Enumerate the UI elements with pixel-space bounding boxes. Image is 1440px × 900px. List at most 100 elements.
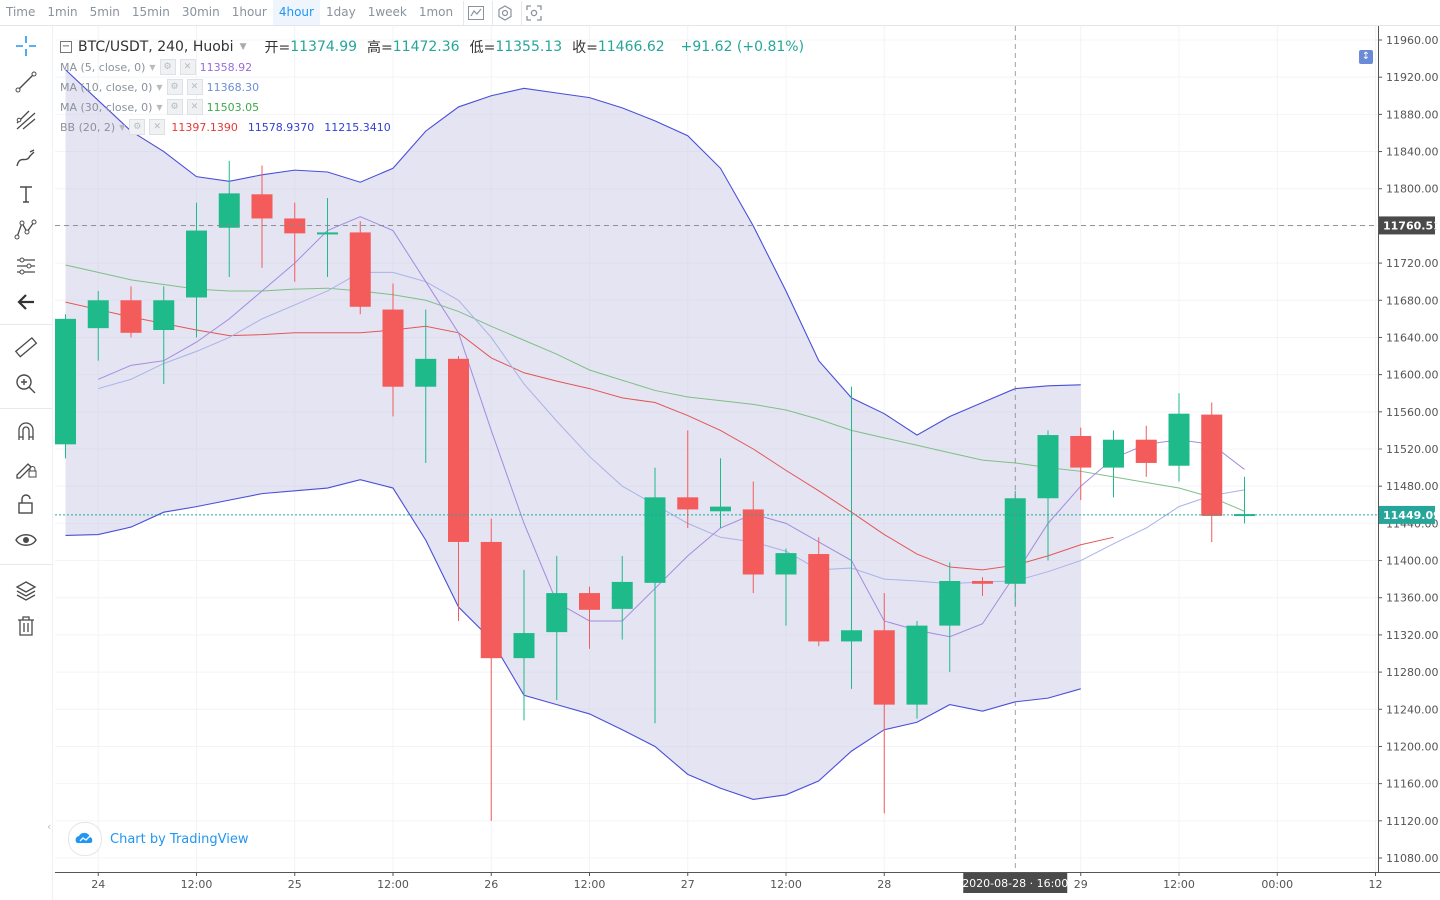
timeframe-1day[interactable]: 1day bbox=[325, 5, 356, 19]
price-tick-label: 11600.00 bbox=[1386, 369, 1439, 382]
candle-body bbox=[775, 553, 797, 575]
price-tick-label: 11240.00 bbox=[1386, 703, 1439, 716]
bb-legend[interactable]: BB (20, 2) ▼ ⚙ ✕ 11397.1390 11578.9370 1… bbox=[60, 119, 391, 135]
price-tick-label: 11640.00 bbox=[1386, 331, 1439, 344]
timeframe-30min[interactable]: 30min bbox=[181, 5, 220, 19]
lock-drawing-icon[interactable] bbox=[12, 454, 40, 482]
price-tick-label: 11120.00 bbox=[1386, 815, 1439, 828]
open-value: 11374.99 bbox=[290, 39, 358, 55]
symbol-header: − BTC/USDT, 240, Huobi ▼ 开= 11374.99 高= 11… bbox=[60, 37, 804, 57]
candle-body bbox=[186, 230, 207, 298]
settings-gear-icon[interactable]: ⚙ bbox=[166, 79, 183, 95]
price-tick-label: 11880.00 bbox=[1386, 108, 1439, 121]
prediction-tool-icon[interactable] bbox=[12, 252, 40, 280]
price-scale-toggle[interactable]: ↕ bbox=[1359, 50, 1373, 64]
candle-body bbox=[841, 630, 862, 642]
candle-body bbox=[415, 358, 437, 387]
candle-body bbox=[611, 581, 633, 609]
chevron-down-icon[interactable]: ▼ bbox=[149, 62, 156, 72]
time-tick-label: 12:00 bbox=[181, 878, 213, 891]
timeframe-1hour[interactable]: 1hour bbox=[231, 5, 267, 19]
close-icon[interactable]: ✕ bbox=[186, 79, 203, 95]
unlock-icon[interactable] bbox=[12, 490, 40, 518]
scroll-left-arrow[interactable]: ‹ bbox=[47, 820, 52, 833]
candle-body bbox=[1037, 435, 1059, 499]
candle-body bbox=[480, 541, 502, 659]
timeframe-4hour[interactable]: 4hour bbox=[272, 0, 320, 25]
time-tick-label: 12:00 bbox=[377, 878, 409, 891]
ruler-icon[interactable] bbox=[12, 334, 40, 362]
ma5-label: MA (5, close, 0) bbox=[60, 60, 146, 74]
time-tick-label: 29 bbox=[1074, 878, 1088, 891]
settings-gear-icon[interactable] bbox=[492, 0, 517, 25]
brush-icon[interactable] bbox=[12, 144, 40, 172]
bb-upper-value: 11578.9370 bbox=[247, 120, 315, 134]
timeframe-1min[interactable]: 1min bbox=[47, 5, 78, 19]
timeframe-1week[interactable]: 1week bbox=[367, 5, 407, 19]
open-label: 开= bbox=[264, 40, 291, 56]
chevron-down-icon[interactable]: ▼ bbox=[239, 42, 247, 52]
time-label: Time bbox=[6, 5, 36, 19]
price-tick-label: 11680.00 bbox=[1386, 294, 1439, 307]
crosshair-price-label: 11760.51 bbox=[1383, 219, 1440, 232]
settings-gear-icon[interactable]: ⚙ bbox=[159, 59, 176, 75]
crosshair-price-box bbox=[1379, 216, 1435, 235]
ma5-line bbox=[98, 216, 1245, 638]
last-price-box bbox=[1379, 505, 1435, 524]
crosshair-icon[interactable] bbox=[12, 32, 40, 60]
close-icon[interactable]: ✕ bbox=[186, 99, 203, 115]
trend-line-icon[interactable] bbox=[12, 68, 40, 96]
layers-icon[interactable] bbox=[12, 576, 40, 604]
settings-gear-icon[interactable]: ⚙ bbox=[166, 99, 183, 115]
candle-body bbox=[349, 232, 371, 307]
crosshair-time-box bbox=[963, 873, 1068, 893]
candle-body bbox=[448, 358, 469, 542]
ma10-label: MA (10, close, 0) bbox=[60, 80, 153, 94]
trash-icon[interactable] bbox=[12, 612, 40, 640]
magnet-icon[interactable] bbox=[12, 418, 40, 446]
chevron-down-icon[interactable]: ▼ bbox=[156, 102, 163, 112]
tradingview-branding[interactable]: Chart by TradingView bbox=[68, 822, 248, 856]
price-tick-label: 11840.00 bbox=[1386, 146, 1439, 159]
pitchfork-icon[interactable] bbox=[12, 106, 40, 134]
back-arrow-icon[interactable] bbox=[12, 288, 40, 316]
ma30-legend[interactable]: MA (30, close, 0) ▼ ⚙ ✕ 11503.05 bbox=[60, 99, 259, 115]
candle-body bbox=[55, 318, 76, 445]
timeframe-toolbar: Time 1min 5min 15min 30min 1hour 4hour 1day 1wee… bbox=[0, 0, 1440, 26]
crosshair-time-label: 2020-08-28 · 16:00 bbox=[962, 877, 1068, 890]
candle-body bbox=[153, 300, 175, 331]
timeframe-1mon[interactable]: 1mon bbox=[418, 5, 454, 19]
settings-gear-icon[interactable]: ⚙ bbox=[129, 119, 146, 135]
chevron-down-icon[interactable]: ▼ bbox=[119, 122, 126, 132]
pattern-icon[interactable] bbox=[12, 216, 40, 244]
collapse-icon[interactable]: − bbox=[60, 41, 72, 53]
time-tick-label: 26 bbox=[484, 878, 498, 891]
ma30-value: 11503.05 bbox=[206, 100, 260, 114]
time-tick-label: 12:00 bbox=[770, 878, 802, 891]
zoom-in-icon[interactable] bbox=[12, 370, 40, 398]
change-value: +91.62 (+0.81%) bbox=[680, 39, 805, 55]
close-icon[interactable]: ✕ bbox=[179, 59, 196, 75]
chevron-down-icon[interactable]: ▼ bbox=[156, 82, 163, 92]
bb-mid-value: 11397.1390 bbox=[171, 120, 238, 134]
price-tick-label: 11280.00 bbox=[1386, 666, 1439, 679]
chart-type-icon[interactable] bbox=[463, 0, 488, 25]
close-icon[interactable]: ✕ bbox=[149, 119, 166, 135]
candle-body bbox=[218, 193, 240, 228]
ma5-legend[interactable]: MA (5, close, 0) ▼ ⚙ ✕ 11358.92 bbox=[60, 59, 252, 75]
close-value: 11466.62 bbox=[597, 39, 665, 55]
screenshot-icon[interactable] bbox=[521, 0, 546, 25]
eye-icon[interactable] bbox=[12, 526, 40, 554]
candle-body bbox=[579, 593, 600, 610]
candle-body bbox=[284, 218, 306, 234]
timeframe-5min[interactable]: 5min bbox=[89, 5, 120, 19]
price-tick-label: 11520.00 bbox=[1386, 443, 1439, 456]
ma10-legend[interactable]: MA (10, close, 0) ▼ ⚙ ✕ 11368.30 bbox=[60, 79, 259, 95]
text-tool-icon[interactable] bbox=[12, 180, 40, 208]
candle-body bbox=[382, 309, 404, 387]
time-tick-label: 25 bbox=[288, 878, 302, 891]
price-tick-label: 11320.00 bbox=[1386, 629, 1439, 642]
candle-body bbox=[1070, 435, 1092, 468]
timeframe-15min[interactable]: 15min bbox=[131, 5, 170, 19]
